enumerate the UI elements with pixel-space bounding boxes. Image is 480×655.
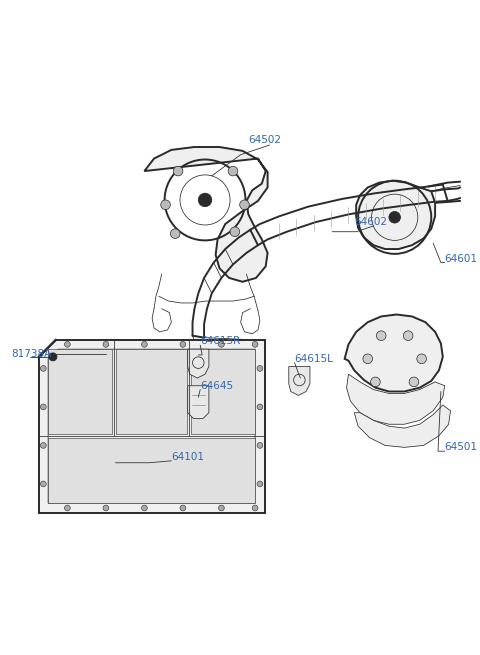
Circle shape (218, 505, 224, 511)
Circle shape (142, 505, 147, 511)
Circle shape (64, 505, 70, 511)
Circle shape (240, 200, 249, 210)
Circle shape (142, 341, 147, 347)
Polygon shape (356, 181, 435, 249)
Circle shape (389, 212, 400, 223)
Text: 64615L: 64615L (295, 354, 334, 364)
Circle shape (376, 331, 386, 341)
Text: 64501: 64501 (445, 442, 478, 453)
Polygon shape (289, 367, 310, 396)
Circle shape (230, 227, 240, 236)
Polygon shape (188, 386, 209, 419)
Polygon shape (354, 405, 451, 447)
Circle shape (228, 166, 238, 176)
Circle shape (252, 505, 258, 511)
Circle shape (40, 404, 46, 410)
Circle shape (257, 443, 263, 448)
Circle shape (170, 229, 180, 238)
Circle shape (103, 505, 109, 511)
Polygon shape (345, 314, 443, 392)
Circle shape (257, 404, 263, 410)
Text: 64645: 64645 (200, 381, 233, 391)
Text: 64502: 64502 (248, 136, 281, 145)
Polygon shape (48, 349, 112, 434)
Circle shape (403, 331, 413, 341)
Circle shape (180, 505, 186, 511)
Circle shape (40, 481, 46, 487)
Circle shape (417, 354, 426, 364)
Text: 64101: 64101 (171, 452, 204, 462)
Polygon shape (144, 147, 268, 282)
Circle shape (409, 377, 419, 386)
Circle shape (371, 377, 380, 386)
Circle shape (40, 443, 46, 448)
Text: 64615R: 64615R (200, 337, 240, 346)
Circle shape (363, 354, 372, 364)
Circle shape (49, 353, 57, 361)
Text: 64602: 64602 (354, 217, 387, 227)
Polygon shape (188, 349, 209, 378)
Polygon shape (191, 349, 255, 434)
Circle shape (103, 341, 109, 347)
Polygon shape (48, 438, 255, 503)
Polygon shape (116, 349, 187, 434)
Circle shape (180, 341, 186, 347)
Circle shape (173, 166, 183, 176)
Circle shape (40, 365, 46, 371)
Circle shape (218, 341, 224, 347)
Circle shape (64, 341, 70, 347)
Circle shape (161, 200, 170, 210)
Polygon shape (192, 335, 246, 365)
Circle shape (252, 341, 258, 347)
Circle shape (257, 365, 263, 371)
Text: 81738A: 81738A (12, 349, 52, 359)
Circle shape (257, 481, 263, 487)
Text: 64601: 64601 (445, 253, 478, 264)
Polygon shape (347, 374, 445, 424)
Circle shape (198, 193, 212, 207)
Polygon shape (38, 339, 265, 513)
